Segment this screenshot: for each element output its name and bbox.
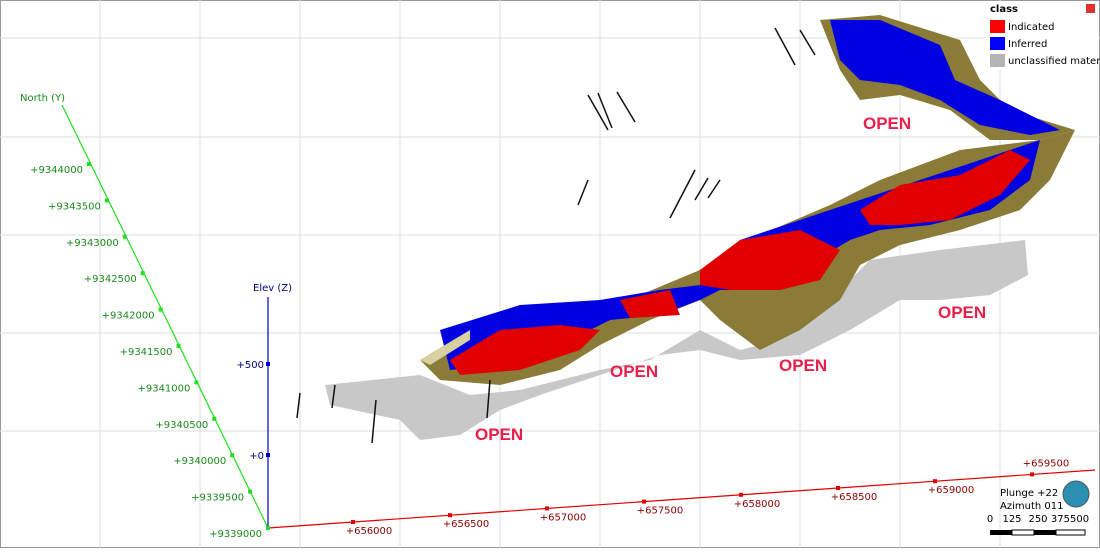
elev-tick-label: +0 [249,451,264,462]
north-tick [212,416,217,421]
north-tick [266,526,270,530]
scale-label: 125 [1002,514,1021,525]
scale-bar [990,529,1086,536]
plunge: Plunge +22 [1000,488,1058,499]
scale-label: 375500 [1051,514,1089,525]
north-tick [158,307,163,312]
east-tick [933,479,937,484]
east-tick-label: +659500 [1023,458,1070,469]
east-tick [545,506,549,511]
legend-swatch [990,54,1005,67]
east-tick [448,513,452,518]
legend-label: unclassified material [1008,56,1100,67]
north-tick [140,271,145,276]
elev-axis-label: Elev (Z) [253,283,292,294]
open-label: OPEN [779,356,827,375]
elev-tick [266,453,270,457]
drillholes [296,27,816,444]
east-tick-label: +659000 [928,485,975,496]
north-tick-label: +9339500 [191,493,244,504]
north-tick-label: +9344000 [30,165,83,176]
elev-tick-label: +500 [237,360,264,371]
open-label: OPEN [863,114,911,133]
legend-title: class [990,4,1018,15]
scale-label: 250 [1028,514,1047,525]
orientation-globe[interactable] [1062,480,1090,508]
north-tick-label: +9340000 [173,456,226,467]
north-tick [248,489,253,494]
north-tick-label: +9339000 [209,529,262,540]
north-tick-label: +9341000 [137,383,190,394]
north-tick-label: +9342500 [84,274,137,285]
open-label: OPEN [938,303,986,322]
open-label: OPEN [610,362,658,381]
east-tick-label: +658000 [734,499,781,510]
azimuth: Azimuth 011 [1000,501,1063,512]
north-tick [194,380,199,385]
north-axis [61,104,269,529]
north-axis-label: North (Y) [20,93,65,104]
scale-label: 0 [987,514,993,525]
north-tick [230,453,235,458]
east-tick-label: +656500 [443,519,490,530]
north-tick-label: +9343500 [48,201,101,212]
open-label: OPEN [475,425,523,444]
east-tick [1030,472,1034,477]
east-tick [739,492,743,497]
east-tick [836,486,840,490]
north-tick-label: +9343000 [66,238,119,249]
legend-label: Indicated [1008,22,1054,33]
legend-swatch [990,37,1005,50]
north-tick [104,198,109,203]
legend-swatch [990,20,1005,33]
north-tick-label: +9341500 [120,347,173,358]
legend: class Indicated Inferred unclassified mate… [985,1,1100,70]
east-tick-label: +657000 [540,512,587,523]
east-tick [351,520,355,524]
north-tick [87,162,91,166]
north-tick [122,234,127,239]
east-axis [267,469,1096,529]
east-tick [642,499,646,504]
north-tick-label: +9340500 [155,420,208,431]
close-button[interactable] [1086,4,1095,13]
east-tick-label: +657500 [637,506,684,517]
elev-tick [266,362,270,366]
east-tick-label: +658500 [831,492,878,503]
orebody [325,15,1075,440]
north-tick-label: +9342000 [102,311,155,322]
north-tick [176,344,181,348]
east-tick-label: +656000 [346,526,393,537]
legend-label: Inferred [1008,39,1047,50]
